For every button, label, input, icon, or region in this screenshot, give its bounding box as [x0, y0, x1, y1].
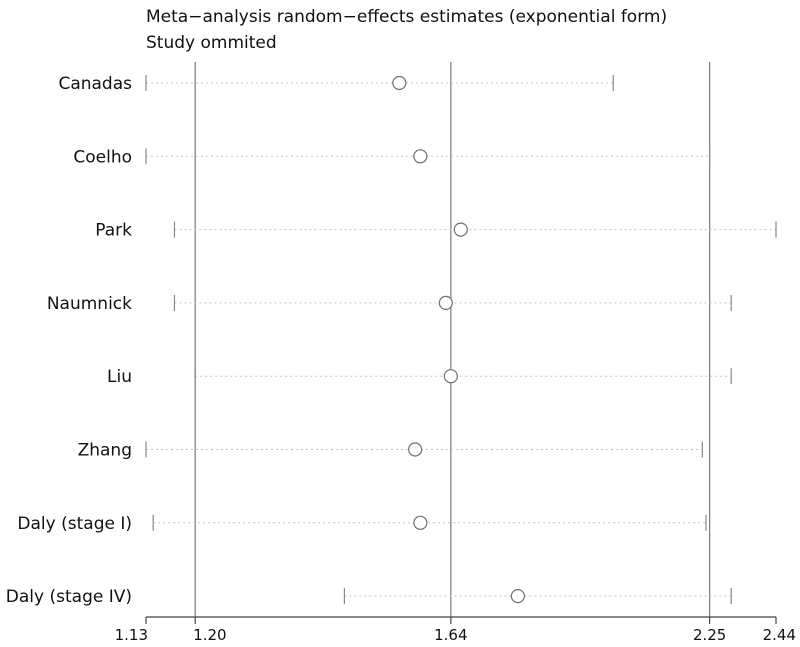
x-tick-label-0: 1.13: [115, 626, 148, 644]
study-label-2: Park: [95, 221, 132, 241]
study-label-6: Daly (stage I): [17, 514, 132, 534]
study-label-3: Naumnick: [47, 294, 132, 314]
estimate-point-4: [443, 369, 458, 384]
x-axis: 1.13 1.20 1.64 2.25 2.44: [115, 616, 796, 644]
chart-title: Meta−analysis random−effects estimates (…: [146, 7, 667, 27]
estimate-point-5: [408, 442, 423, 457]
estimate-point-2: [453, 222, 468, 237]
study-label-1: Coelho: [73, 147, 132, 167]
study-label-4: Liu: [107, 367, 132, 387]
x-tick-label-4: 2.44: [763, 626, 796, 644]
reference-lines: [194, 62, 711, 617]
study-label-7: Daly (stage IV): [6, 587, 132, 607]
x-tick-label-3: 2.25: [693, 626, 726, 644]
chart-subtitle: Study ommited: [146, 33, 277, 53]
estimate-point-0: [392, 75, 407, 91]
estimate-point-3: [438, 295, 453, 310]
x-tick-label-2: 1.64: [434, 626, 467, 644]
study-rows: Canadas Coelho Park Naumnick Liu Zhang Daly (s…: [6, 74, 777, 607]
estimate-point-1: [413, 149, 428, 164]
study-label-0: Canadas: [58, 74, 132, 94]
x-tick-label-1: 1.20: [193, 626, 226, 644]
study-label-5: Zhang: [78, 441, 132, 461]
estimate-point-7: [510, 588, 525, 604]
estimate-point-6: [413, 515, 428, 530]
